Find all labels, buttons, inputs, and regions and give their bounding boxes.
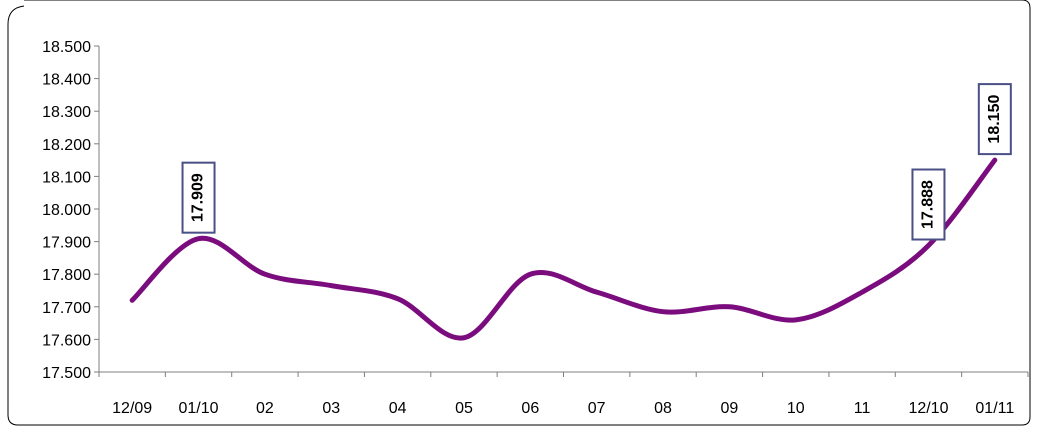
x-tick-label: 05 — [455, 400, 473, 417]
x-tick-label: 06 — [521, 400, 539, 417]
x-tick-label: 01/11 — [975, 400, 1014, 417]
data-point — [262, 272, 267, 277]
data-point — [992, 158, 997, 163]
x-tick-label: 07 — [588, 400, 606, 417]
y-tick-label: 18.300 — [42, 104, 91, 121]
axes: 17.500 17.600 17.700 17.800 17.900 18.000 18.1… — [42, 39, 1029, 417]
series-layer — [129, 157, 998, 341]
data-point — [661, 309, 666, 314]
data-label-box — [181, 161, 216, 234]
data-point — [727, 304, 732, 309]
chart-frame — [7, 0, 1031, 426]
x-tick-label: 02 — [256, 400, 274, 417]
data-point — [395, 296, 400, 301]
x-tick-label: 12/10 — [908, 400, 948, 417]
y-tick-label: 17.500 — [42, 365, 91, 382]
data-point — [130, 298, 135, 303]
y-tick-label: 18.200 — [42, 137, 91, 154]
x-tick-label: 12/09 — [112, 400, 152, 417]
data-labels-layer: 17.909 17.888 18.150 — [181, 83, 1012, 241]
x-tick-label: 03 — [322, 400, 340, 417]
data-label: 17.888 — [920, 180, 937, 229]
data-label: 17.909 — [190, 173, 207, 222]
data-label-box — [977, 83, 1012, 156]
data-point — [926, 243, 931, 248]
data-point — [329, 283, 334, 288]
x-tick-label: 01/10 — [179, 400, 219, 417]
x-tick-label: 11 — [854, 400, 871, 417]
y-tick-label: 18.100 — [42, 169, 91, 186]
x-tick-label: 10 — [787, 400, 805, 417]
y-tick-label: 18.000 — [42, 202, 91, 219]
data-point — [860, 290, 865, 295]
y-tick-label: 18.500 — [42, 39, 91, 56]
x-tick-label: 08 — [654, 400, 672, 417]
y-tick-label: 17.900 — [42, 235, 91, 252]
data-label-box — [911, 168, 946, 241]
y-tick-label: 17.700 — [42, 300, 91, 317]
data-point — [461, 335, 466, 340]
data-point — [196, 236, 201, 241]
series-line — [129, 157, 998, 341]
y-tick-label: 18.400 — [42, 72, 91, 89]
data-point — [793, 317, 798, 322]
y-tick-label: 17.600 — [42, 332, 91, 349]
data-label: 18.150 — [986, 95, 1003, 144]
x-tick-label: 09 — [720, 400, 738, 417]
data-point — [528, 272, 533, 277]
data-point — [594, 290, 599, 295]
x-tick-label: 04 — [389, 400, 407, 417]
y-tick-label: 17.800 — [42, 267, 91, 284]
